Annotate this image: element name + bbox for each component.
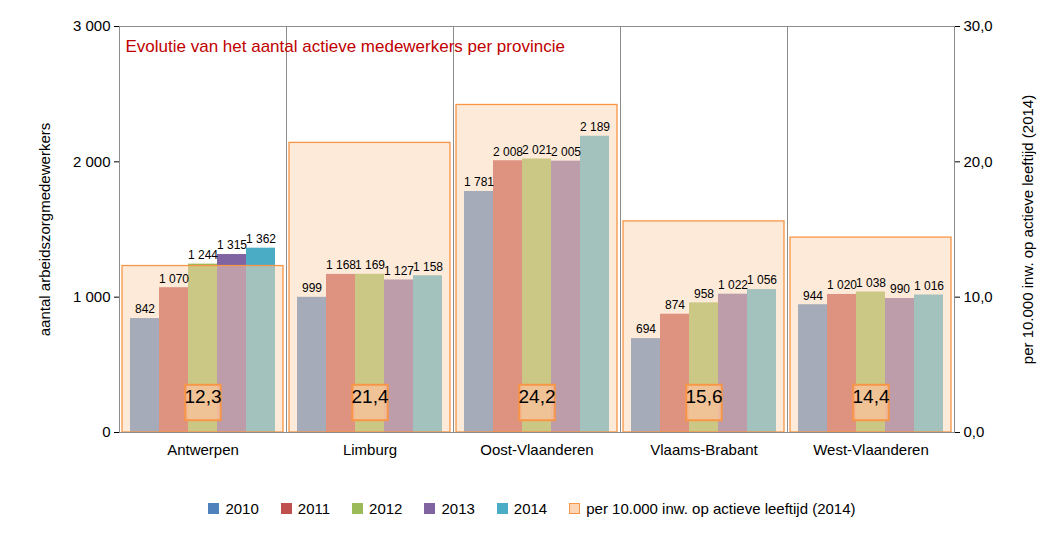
svg-text:21,4: 21,4 xyxy=(352,386,389,407)
svg-text:0,0: 0,0 xyxy=(964,423,985,440)
svg-text:1 016: 1 016 xyxy=(914,279,944,293)
html-text:2013: 2013 xyxy=(441,499,475,517)
svg-text:694: 694 xyxy=(636,322,656,336)
svg-text:1 244: 1 244 xyxy=(188,248,218,262)
svg-text:Vlaams-Brabant: Vlaams-Brabant xyxy=(650,441,758,458)
svg-text:2 000: 2 000 xyxy=(73,153,111,170)
svg-text:958: 958 xyxy=(694,287,714,301)
svg-text:Limburg: Limburg xyxy=(343,441,397,458)
svg-text:1 127: 1 127 xyxy=(384,264,414,278)
svg-text:Antwerpen: Antwerpen xyxy=(167,441,239,458)
svg-text:0: 0 xyxy=(102,423,110,440)
svg-text:2 005: 2 005 xyxy=(551,145,581,159)
svg-text:2 021: 2 021 xyxy=(522,143,552,157)
svg-text:874: 874 xyxy=(665,298,685,312)
svg-text:990: 990 xyxy=(890,282,910,296)
svg-text:15,6: 15,6 xyxy=(686,386,723,407)
svg-text:1 315: 1 315 xyxy=(217,238,247,252)
html-text:per 10.000 inw. op actieve lee: per 10.000 inw. op actieve leeftijd (201… xyxy=(586,499,856,517)
svg-text:842: 842 xyxy=(135,302,155,316)
svg-text:1 070: 1 070 xyxy=(159,272,189,286)
svg-text:1 781: 1 781 xyxy=(464,175,494,189)
svg-text:20,0: 20,0 xyxy=(964,153,993,170)
svg-text:3 000: 3 000 xyxy=(73,17,111,34)
svg-text:1 022: 1 022 xyxy=(718,278,748,292)
svg-text:12,3: 12,3 xyxy=(185,386,222,407)
html-text:2011: 2011 xyxy=(297,499,331,517)
svg-text:Evolutie van het aantal actiev: Evolutie van het aantal actieve medewerk… xyxy=(126,37,565,56)
svg-text:Oost-Vlaanderen: Oost-Vlaanderen xyxy=(480,441,593,458)
svg-text:West-Vlaanderen: West-Vlaanderen xyxy=(813,441,929,458)
html-text:2014: 2014 xyxy=(513,499,548,517)
svg-text:2 008: 2 008 xyxy=(493,145,523,159)
svg-text:1 000: 1 000 xyxy=(73,288,111,305)
svg-text:1 038: 1 038 xyxy=(856,276,886,290)
svg-text:2 189: 2 189 xyxy=(580,120,610,134)
svg-text:per 10.000 inw. op actieve lee: per 10.000 inw. op actieve leeftijd (201… xyxy=(1019,95,1036,364)
svg-text:aantal arbeidszorgmedewerkers: aantal arbeidszorgmedewerkers xyxy=(36,123,53,336)
svg-text:30,0: 30,0 xyxy=(964,17,993,34)
svg-text:10,0: 10,0 xyxy=(964,288,993,305)
svg-text:1 168: 1 168 xyxy=(326,258,356,272)
html-text:2012: 2012 xyxy=(369,499,403,517)
svg-text:1 169: 1 169 xyxy=(355,258,385,272)
svg-text:944: 944 xyxy=(803,289,823,303)
svg-text:14,4: 14,4 xyxy=(853,386,890,407)
svg-text:24,2: 24,2 xyxy=(519,386,556,407)
svg-text:999: 999 xyxy=(302,281,322,295)
svg-text:1 158: 1 158 xyxy=(413,260,443,274)
svg-text:1 362: 1 362 xyxy=(246,232,276,246)
html-text:2010: 2010 xyxy=(225,499,259,517)
svg-text:1 056: 1 056 xyxy=(747,273,777,287)
svg-text:1 020: 1 020 xyxy=(827,278,857,292)
